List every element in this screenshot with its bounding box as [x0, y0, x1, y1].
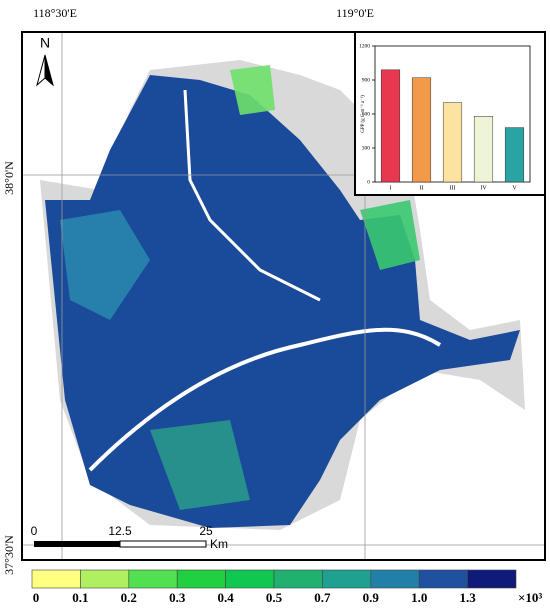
- legend-label: 0.9: [363, 590, 380, 605]
- gpp-patch: [60, 210, 150, 320]
- gpp-patch: [150, 420, 250, 510]
- x-tick-label: III: [450, 185, 456, 191]
- legend-label: 0.1: [72, 590, 88, 605]
- river: [183, 89, 321, 302]
- scale-label: 12.5: [108, 524, 132, 538]
- legend-label: 0.3: [169, 590, 186, 605]
- legend: 0 0.1 0.2 0.3 0.4 0.5 0.7 0.9 1.0 1.3 ×10³: [31, 569, 542, 605]
- legend-label: 1.0: [411, 590, 427, 605]
- legend-swatch: [80, 569, 130, 589]
- latitude-label: 37°30'N: [2, 535, 16, 575]
- scale-unit: Km: [210, 537, 228, 551]
- y-axis-label: GPP (g C m⁻² a⁻¹): [360, 95, 366, 133]
- legend-swatch: [273, 569, 323, 589]
- map-frame: [21, 31, 546, 561]
- x-tick-label: II: [420, 185, 424, 191]
- legend-label: 0.7: [314, 590, 331, 605]
- y-tick-label: 1200: [359, 43, 370, 49]
- legend-label: 0: [33, 590, 40, 605]
- gpp-patch: [360, 200, 420, 270]
- scale-bar: [34, 541, 120, 547]
- scale-label: 25: [199, 524, 213, 538]
- x-tick-label: V: [512, 185, 517, 191]
- x-tick-label: IV: [480, 185, 487, 191]
- bar: [473, 116, 494, 183]
- legend-swatch: [322, 569, 372, 589]
- bar: [442, 102, 463, 183]
- y-tick-label: 0: [367, 179, 370, 185]
- gpp-patch: [230, 65, 275, 115]
- north-arrow: [36, 54, 46, 87]
- bar: [380, 69, 401, 183]
- x-tick-label: I: [390, 185, 392, 191]
- legend-swatch: [225, 569, 275, 589]
- legend-multiplier: ×10³: [518, 590, 542, 605]
- bar: [504, 127, 525, 183]
- legend-swatch: [31, 569, 81, 589]
- y-tick-label: 300: [362, 145, 371, 151]
- legend-label: 0.4: [217, 590, 234, 605]
- longitude-label: 118°30'E: [33, 6, 77, 20]
- north-arrow: [44, 54, 54, 87]
- bar: [411, 77, 432, 183]
- legend-swatch: [128, 569, 178, 589]
- legend-label: 0.2: [121, 590, 137, 605]
- scale-bar: [119, 540, 207, 548]
- legend-swatch: [467, 569, 517, 589]
- legend-label: 1.3: [459, 590, 476, 605]
- legend-swatch: [418, 569, 468, 589]
- legend-swatch: [370, 569, 420, 589]
- latitude-label: 38°0'N: [2, 161, 16, 195]
- longitude-label: 119°0'E: [336, 6, 374, 20]
- y-tick-label: 900: [362, 77, 371, 83]
- north-label: N: [40, 35, 50, 51]
- legend-label: 0.5: [266, 590, 283, 605]
- scale-label: 0: [31, 524, 38, 538]
- y-tick-label: 600: [362, 111, 371, 117]
- gpp-raster: [45, 75, 520, 528]
- river: [88, 327, 442, 472]
- legend-swatch: [176, 569, 226, 589]
